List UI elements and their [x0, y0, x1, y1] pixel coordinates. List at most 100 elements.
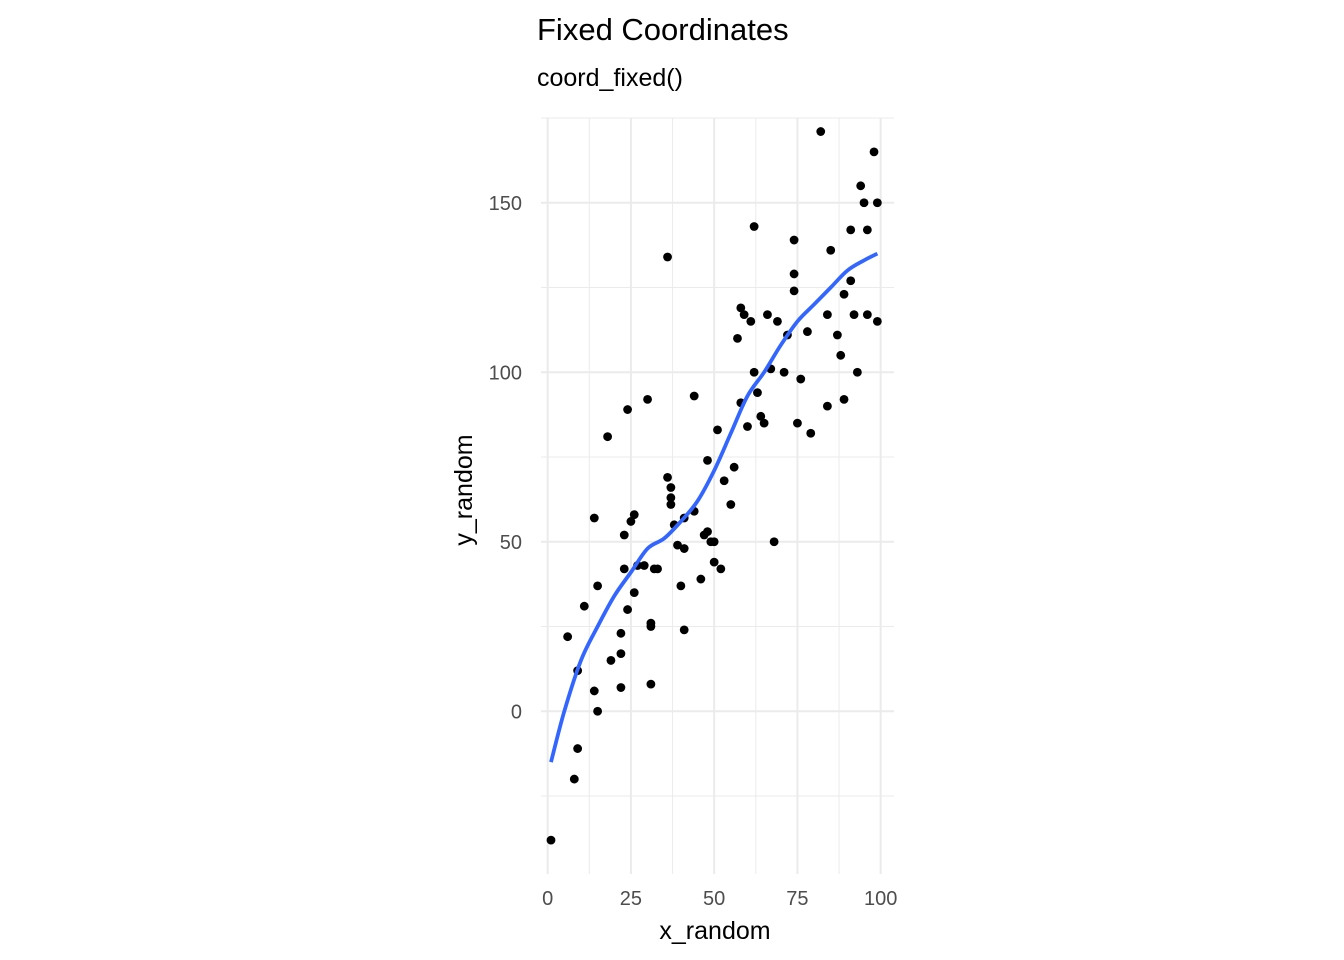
- data-point: [716, 564, 726, 574]
- data-point: [759, 418, 769, 428]
- data-point: [746, 317, 756, 326]
- data-point: [822, 401, 832, 411]
- data-point: [872, 317, 882, 326]
- data-point: [679, 625, 689, 635]
- data-point: [616, 649, 626, 659]
- data-point: [826, 245, 836, 255]
- data-point: [646, 618, 656, 628]
- data-point: [616, 628, 626, 638]
- data-point: [546, 835, 556, 845]
- data-point: [769, 537, 779, 547]
- data-point: [793, 418, 802, 428]
- data-point: [846, 225, 856, 235]
- data-point: [679, 544, 689, 553]
- data-point: [666, 493, 676, 503]
- data-point: [676, 581, 686, 591]
- x-axis-title: x_random: [659, 917, 770, 945]
- data-point: [803, 327, 812, 336]
- data-point: [639, 561, 649, 570]
- data-point: [832, 330, 842, 340]
- data-point: [579, 601, 589, 611]
- data-point: [729, 462, 739, 472]
- data-point: [619, 564, 629, 574]
- data-point: [666, 500, 676, 509]
- data-point: [689, 391, 699, 401]
- data-point: [849, 310, 859, 320]
- data-point: [663, 472, 672, 482]
- grid: [541, 117, 894, 874]
- data-point: [872, 198, 882, 208]
- data-point: [756, 411, 766, 421]
- data-point: [816, 127, 826, 136]
- data-point: [709, 537, 719, 547]
- data-point: [749, 222, 759, 231]
- data-point: [789, 286, 799, 296]
- data-point: [839, 289, 849, 299]
- data-point: [846, 276, 856, 286]
- data-point: [653, 564, 662, 574]
- data-point: [593, 706, 603, 716]
- x-tick-label: 75: [786, 888, 808, 910]
- data-point: [726, 500, 736, 509]
- chart-subtitle: coord_fixed(): [537, 64, 683, 92]
- data-point: [869, 147, 879, 157]
- data-point: [666, 483, 676, 492]
- x-tick-label: 25: [620, 888, 642, 910]
- data-point: [646, 679, 656, 689]
- data-point: [862, 310, 872, 320]
- data-point: [862, 225, 872, 235]
- x-axis-ticks: 0 25 50 75 100: [542, 888, 897, 910]
- x-tick-label: 0: [542, 888, 553, 910]
- data-point: [623, 405, 632, 414]
- scatter-points: [546, 127, 882, 845]
- x-tick-label: 100: [864, 888, 897, 910]
- y-tick-label: 50: [500, 532, 522, 554]
- data-point: [606, 656, 616, 665]
- data-point: [839, 394, 849, 404]
- data-point: [779, 367, 789, 377]
- data-point: [629, 510, 639, 520]
- data-point: [763, 310, 772, 320]
- data-point: [733, 333, 742, 343]
- data-point: [709, 557, 719, 567]
- data-point: [806, 428, 816, 438]
- y-tick-label: 100: [489, 362, 522, 384]
- data-point: [859, 198, 869, 208]
- data-point: [736, 303, 746, 313]
- x-tick-label: 50: [703, 888, 725, 910]
- smooth-line: [549, 251, 879, 763]
- data-point: [719, 476, 729, 486]
- y-axis-ticks: 0 50 100 150: [489, 193, 522, 724]
- data-point: [703, 456, 712, 465]
- data-point: [603, 432, 613, 442]
- data-point: [619, 530, 629, 540]
- data-point: [643, 394, 652, 404]
- data-point: [589, 513, 599, 523]
- data-point: [749, 367, 759, 377]
- data-point: [713, 425, 722, 435]
- data-point: [743, 422, 752, 431]
- data-point: [573, 744, 583, 753]
- data-point: [589, 686, 599, 696]
- data-point: [852, 367, 862, 377]
- data-point: [753, 388, 762, 398]
- data-point: [616, 683, 626, 692]
- data-point: [563, 632, 573, 642]
- data-point: [629, 588, 639, 598]
- y-axis-title: y_random: [450, 434, 478, 545]
- chart-title: Fixed Coordinates: [537, 12, 789, 47]
- data-point: [663, 252, 672, 262]
- data-point: [796, 374, 806, 384]
- data-point: [836, 350, 846, 360]
- data-point: [696, 574, 706, 584]
- data-point: [673, 540, 682, 550]
- data-point: [856, 181, 866, 191]
- data-point: [626, 517, 636, 526]
- data-point: [822, 310, 832, 320]
- data-point: [593, 581, 603, 591]
- data-point: [789, 269, 799, 279]
- data-point: [789, 235, 799, 245]
- data-point: [623, 605, 632, 614]
- y-tick-label: 0: [511, 701, 522, 723]
